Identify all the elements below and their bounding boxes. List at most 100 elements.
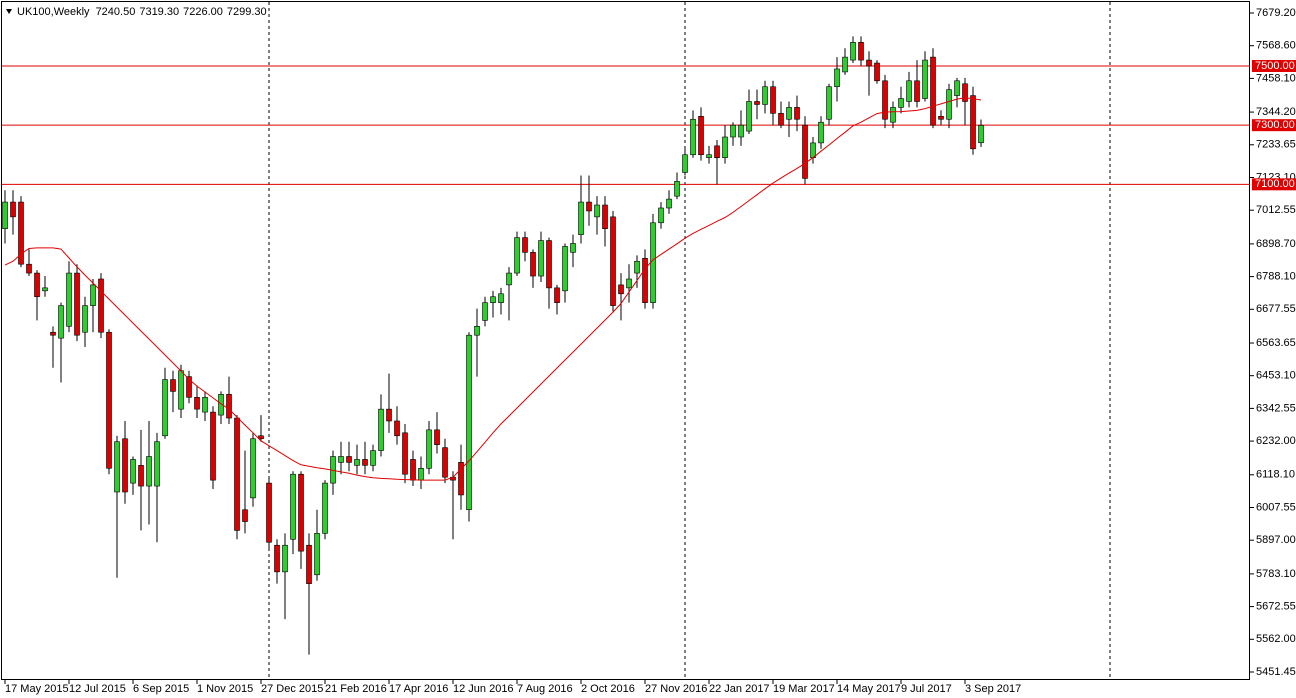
candle-body bbox=[10, 201, 16, 218]
candle-body bbox=[530, 252, 536, 277]
candle-body bbox=[770, 86, 776, 114]
candle-body bbox=[850, 42, 856, 61]
x-tick-label: 9 Jul 2017 bbox=[901, 683, 952, 695]
candle-body bbox=[234, 417, 240, 531]
candle-body bbox=[290, 473, 296, 540]
candle-body bbox=[738, 124, 744, 138]
candle-body bbox=[674, 181, 680, 197]
candle-body bbox=[418, 468, 424, 481]
candle-body bbox=[250, 438, 256, 499]
candle-body bbox=[666, 198, 672, 209]
candle-body bbox=[506, 272, 512, 286]
candle-body bbox=[874, 62, 880, 82]
candle-body bbox=[402, 432, 408, 475]
x-tick-label: 3 Sep 2017 bbox=[965, 683, 1021, 695]
candle-body bbox=[762, 86, 768, 105]
candle-body bbox=[858, 42, 864, 61]
candle-body bbox=[786, 107, 792, 120]
level-label: 7100.00 bbox=[1255, 178, 1295, 190]
candle-body bbox=[626, 278, 632, 289]
candle-body bbox=[490, 296, 496, 303]
candle-body bbox=[722, 136, 728, 159]
moving-average bbox=[4, 97, 982, 481]
candle-body bbox=[162, 379, 168, 437]
candle-body bbox=[714, 145, 720, 159]
candle-body bbox=[554, 287, 560, 303]
candle-body bbox=[474, 326, 480, 336]
candle-body bbox=[354, 459, 360, 466]
candle-body bbox=[650, 222, 656, 303]
candle-body bbox=[146, 456, 152, 487]
x-tick-label: 17 May 2015 bbox=[5, 683, 69, 695]
candle-body bbox=[274, 544, 280, 573]
candle-body bbox=[578, 201, 584, 235]
candle-body bbox=[810, 142, 816, 159]
x-tick-label: 12 Jul 2015 bbox=[69, 683, 126, 695]
candle-body bbox=[98, 278, 104, 333]
candle-body bbox=[202, 397, 208, 413]
candle-body bbox=[682, 154, 688, 173]
candle-body bbox=[938, 115, 944, 120]
candle-body bbox=[34, 272, 40, 298]
chart-header: UK100,Weekly 7240.50 7319.30 7226.00 7299.30 bbox=[17, 6, 267, 18]
candle-body bbox=[794, 107, 800, 120]
candle-body bbox=[138, 465, 144, 487]
y-tick-label: 5897.00 bbox=[1256, 534, 1296, 546]
candle-body bbox=[426, 429, 432, 469]
candle-body bbox=[970, 95, 976, 150]
candle-body bbox=[90, 284, 96, 306]
candle-body bbox=[802, 124, 808, 179]
candle-body bbox=[754, 101, 760, 105]
candle-body bbox=[194, 397, 200, 410]
candle-body bbox=[914, 80, 920, 102]
y-tick-label: 7233.65 bbox=[1256, 139, 1296, 151]
candle-body bbox=[586, 201, 592, 212]
candle-body bbox=[482, 302, 488, 321]
y-tick-label: 6232.00 bbox=[1256, 435, 1296, 447]
candle-body bbox=[442, 447, 448, 478]
x-tick-label: 2 Oct 2016 bbox=[581, 683, 635, 695]
candle-body bbox=[562, 246, 568, 292]
candle-body bbox=[322, 482, 328, 534]
candle-body bbox=[226, 394, 232, 419]
candle-body bbox=[570, 243, 576, 253]
header-low: 7226.00 bbox=[183, 6, 223, 18]
candle-body bbox=[834, 68, 840, 88]
level-label: 7500.00 bbox=[1255, 60, 1295, 72]
candle-body bbox=[170, 379, 176, 392]
candle-body bbox=[498, 293, 504, 303]
candle-body bbox=[42, 287, 48, 292]
candle-body bbox=[698, 115, 704, 156]
candle-body bbox=[746, 101, 752, 132]
candle-body bbox=[26, 263, 32, 274]
candles bbox=[2, 36, 1250, 655]
x-tick-label: 19 Mar 2017 bbox=[773, 683, 835, 695]
x-tick-label: 22 Jan 2017 bbox=[709, 683, 770, 695]
level-label-box bbox=[1252, 59, 1296, 72]
y-tick-label: 7012.55 bbox=[1256, 204, 1296, 216]
candle-body bbox=[434, 429, 440, 445]
level-label: 7300.00 bbox=[1255, 119, 1295, 131]
candle-body bbox=[370, 450, 376, 466]
header-close: 7299.30 bbox=[227, 6, 267, 18]
candle-body bbox=[298, 473, 304, 552]
candle-body bbox=[706, 154, 712, 159]
candle-body bbox=[826, 86, 832, 120]
candle-body bbox=[178, 370, 184, 410]
menu-triangle[interactable] bbox=[6, 9, 12, 14]
y-tick-label: 5562.00 bbox=[1256, 633, 1296, 645]
y-tick-label: 6788.10 bbox=[1256, 270, 1296, 282]
candle-body bbox=[634, 260, 640, 274]
candle-body bbox=[378, 408, 384, 451]
candle-body bbox=[386, 408, 392, 422]
y-tick-label: 5672.55 bbox=[1256, 600, 1296, 612]
y-tick-label: 7458.10 bbox=[1256, 72, 1296, 84]
candle-body bbox=[106, 331, 112, 469]
candle-body bbox=[74, 272, 80, 336]
candle-body bbox=[186, 376, 192, 398]
candle-body bbox=[2, 201, 8, 229]
candle-body bbox=[82, 305, 88, 333]
candle-body bbox=[546, 240, 552, 289]
y-tick-label: 6563.65 bbox=[1256, 337, 1296, 349]
